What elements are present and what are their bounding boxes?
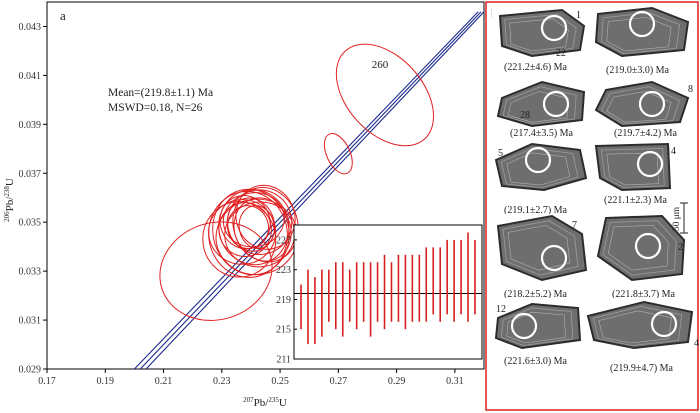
plot-frame	[46, 1, 485, 370]
inset-y-ticks: 211 215 219 223 227	[276, 235, 297, 366]
scale-bar-label: 50 μm	[672, 206, 682, 231]
age-marker-label: 260	[372, 59, 389, 71]
spot-number: 8	[688, 84, 693, 95]
spot-number: 12	[496, 304, 506, 315]
panel-b: b 122(221.2±4.6) Ma(219.0±3.0) Ma28(217.…	[485, 1, 699, 411]
concordia-curve	[134, 11, 484, 369]
y-tick-label: 0.029	[19, 365, 42, 376]
inset-y-tick-label: 227	[276, 235, 291, 246]
error-ellipse	[323, 133, 353, 175]
y-tick-label: 0.035	[19, 218, 42, 229]
zircon-age-label: (221.2±4.6) Ma	[504, 62, 568, 73]
zircon-grain: 28	[492, 80, 588, 128]
analysis-spot	[638, 90, 666, 118]
error-ellipse	[222, 192, 285, 248]
zircon-grain	[592, 6, 692, 58]
spot-number: 28	[520, 110, 530, 121]
concordia-line	[139, 11, 482, 369]
spot-number: 4	[694, 338, 699, 349]
x-tick-label: 0.27	[330, 376, 348, 387]
scale-bar: 50 μm	[672, 202, 688, 234]
zircon-grain	[592, 140, 672, 192]
error-ellipse	[208, 190, 288, 278]
x-axis-label: 207Pb/235U	[243, 396, 287, 409]
analysis-spot	[628, 10, 656, 38]
panel-a: a 0.17 0.19 0.21 0.23 0.25 0.27 0.29 0.31 0.029…	[3, 1, 485, 409]
zircon-age-label: (221.8±3.7) Ma	[612, 289, 676, 300]
inset-y-tick-label: 215	[276, 325, 291, 336]
zircon-age-label: (219.0±3.0) Ma	[606, 65, 670, 76]
error-ellipse	[219, 195, 271, 250]
y-tick-label: 0.039	[19, 120, 42, 131]
zircon-age-label: (219.1±2.7) Ma	[504, 205, 568, 216]
zircon-grain: 4	[584, 298, 699, 350]
inset-frame	[293, 224, 483, 360]
y-tick-label: 0.031	[19, 316, 42, 327]
spot-number: 7	[572, 220, 577, 231]
analysis-spot	[540, 244, 568, 272]
x-tick-label: 0.19	[97, 376, 115, 387]
inset-y-tick-label: 223	[276, 265, 291, 276]
spot-number: 2	[678, 242, 683, 253]
zircon-age-label: (221.6±3.0) Ma	[504, 356, 568, 367]
inset-age-plot: 211 215 219 223 227	[276, 224, 483, 366]
zircon-grain: 5	[492, 140, 588, 192]
panel-a-label: a	[60, 8, 66, 23]
analysis-spot	[524, 146, 552, 174]
zircon-grain: 8	[592, 80, 693, 128]
y-tick-label: 0.033	[19, 267, 42, 278]
error-ellipse	[208, 199, 277, 265]
x-tick-label: 0.25	[271, 376, 289, 387]
y-axis-label: 206Pb/238U	[3, 178, 16, 222]
mean-age-text: Mean=(219.8±1.1) Ma	[108, 87, 213, 99]
error-ellipse	[159, 221, 273, 321]
concordia-line	[145, 11, 484, 369]
zircon-age-label: (219.7±4.2) Ma	[614, 128, 678, 139]
spot-number: 5	[498, 148, 503, 159]
spot-number: 1	[576, 10, 581, 21]
zircon-grain: 1 22	[492, 6, 588, 59]
analysis-spot	[634, 232, 662, 260]
zircon-grain: 2	[592, 214, 688, 282]
analysis-spot	[540, 14, 568, 42]
zircon-age-label: (218.2±5.2) Ma	[504, 289, 568, 300]
zircon-grain: 12	[492, 298, 582, 350]
x-tick-label: 0.23	[213, 376, 231, 387]
x-tick-label: 0.31	[446, 376, 464, 387]
x-axis-ticks: 0.17 0.19 0.21 0.23 0.25 0.27 0.29 0.31	[38, 369, 464, 387]
mswd-text: MSWD=0.18, N=26	[108, 102, 203, 114]
analysis-spot	[636, 150, 664, 178]
spot-number: 22	[556, 48, 566, 59]
zircon-age-label: (219.9±4.7) Ma	[610, 363, 674, 374]
y-tick-label: 0.043	[19, 22, 42, 33]
analysis-spot	[650, 310, 678, 338]
inset-y-tick-label: 219	[276, 295, 291, 306]
y-tick-label: 0.037	[19, 169, 42, 180]
error-ellipse	[226, 197, 276, 252]
concordia-line	[134, 11, 479, 369]
error-ellipse	[212, 188, 290, 276]
y-axis-ticks: 0.029 0.031 0.033 0.035 0.037 0.039 0.041 0.043	[19, 22, 47, 376]
analysis-spot	[510, 312, 538, 340]
inset-y-tick-label: 211	[276, 355, 291, 366]
y-tick-label: 0.041	[19, 71, 42, 82]
x-tick-label: 0.21	[155, 376, 173, 387]
zircon-age-label: (217.4±3.5) Ma	[510, 128, 574, 139]
zircon-age-label: (221.1±2.3) Ma	[604, 195, 668, 206]
x-tick-label: 0.29	[388, 376, 406, 387]
error-ellipse	[335, 43, 435, 147]
error-ellipse	[238, 205, 275, 250]
zircon-cl-images: 122(221.2±4.6) Ma (219.0±3.0) Ma28(217.4±…	[492, 6, 699, 374]
inset-error-bars	[300, 232, 476, 345]
analysis-spot	[542, 90, 570, 118]
spot-number: 14	[666, 146, 676, 157]
error-ellipse	[232, 186, 299, 263]
panel-b-frame	[485, 1, 699, 411]
x-tick-label: 0.17	[38, 376, 56, 387]
zircon-grain: 7	[492, 214, 588, 282]
